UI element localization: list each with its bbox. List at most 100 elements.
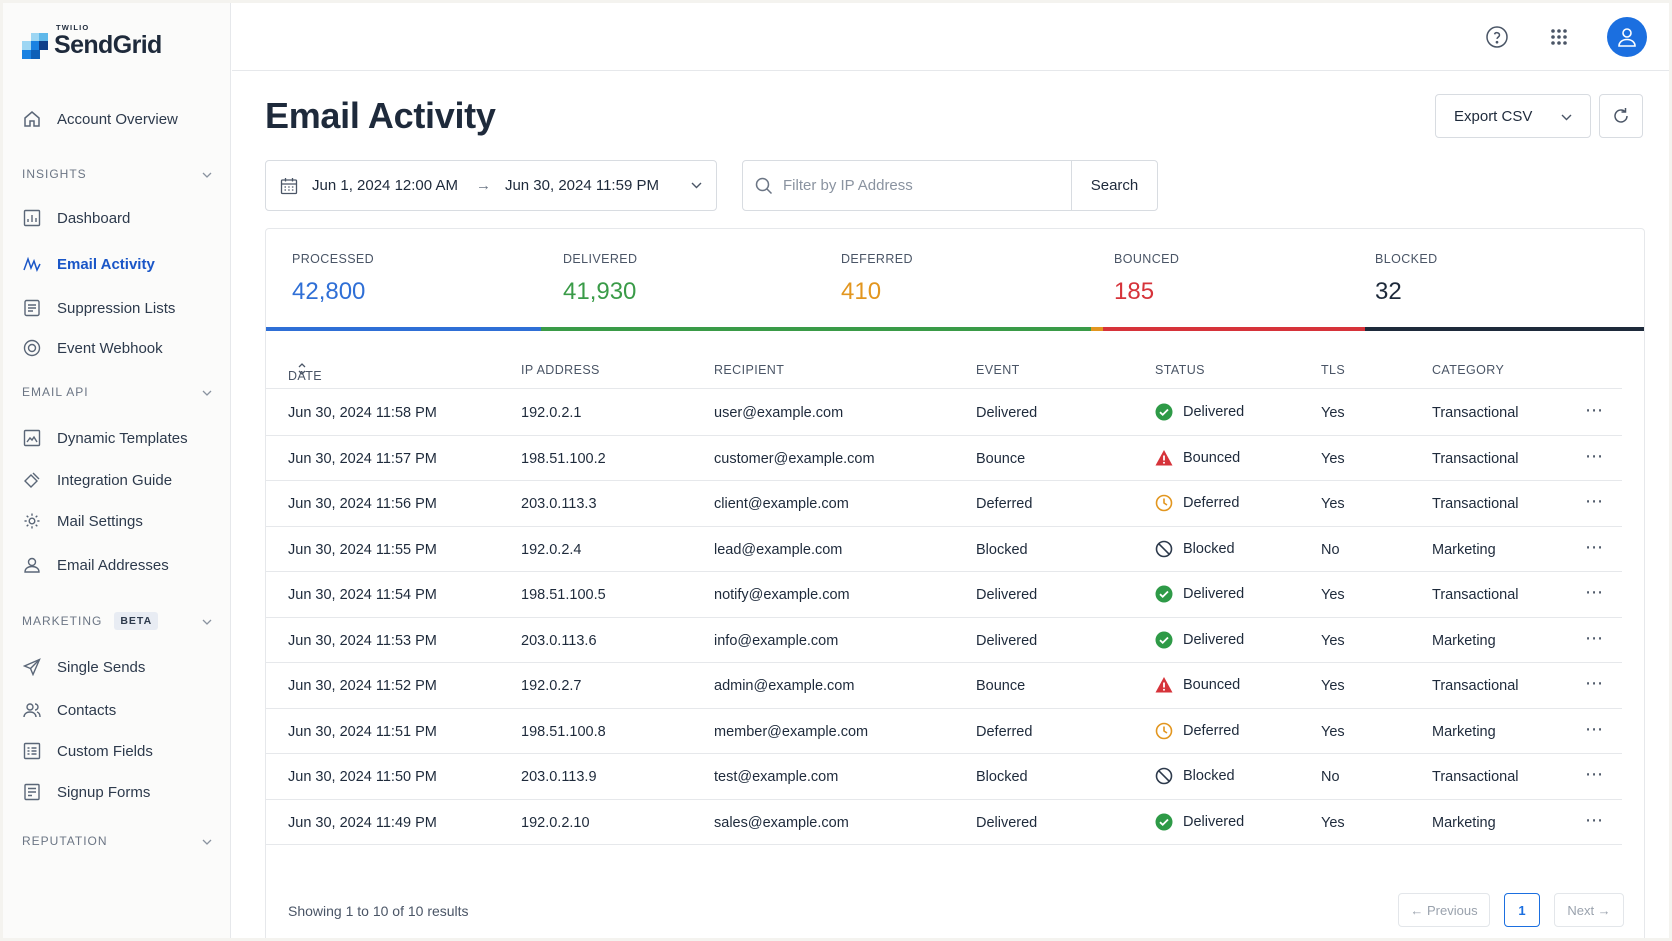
chevron-down-icon bbox=[202, 167, 212, 181]
sidebar-item-event-webhook[interactable]: Event Webhook bbox=[22, 336, 163, 360]
sidebar-item-custom-fields[interactable]: Custom Fields bbox=[22, 739, 153, 763]
row-actions-icon[interactable]: ⋯ bbox=[1585, 582, 1604, 602]
table-row[interactable]: Jun 30, 2024 11:55 PM 192.0.2.4 lead@examp… bbox=[266, 527, 1622, 572]
arrow-right-icon: → bbox=[475, 177, 491, 194]
stats-summary: PROCESSED 42,800 DELIVERED 41,930 DEFERR… bbox=[266, 229, 1644, 331]
section-email-api[interactable]: EMAIL API bbox=[22, 382, 212, 402]
search-button[interactable]: Search bbox=[1071, 161, 1157, 210]
sendgrid-logo[interactable]: TWILIO SendGrid bbox=[22, 23, 162, 59]
cell-recipient: client@example.com bbox=[714, 496, 849, 512]
top-bar bbox=[232, 3, 1669, 71]
table-row[interactable]: Jun 30, 2024 11:58 PM 192.0.2.1 user@examp… bbox=[266, 390, 1622, 436]
row-actions-icon[interactable]: ⋯ bbox=[1585, 718, 1604, 739]
column-ip-address: IP ADDRESS bbox=[521, 363, 600, 377]
cell-tls: Yes bbox=[1321, 632, 1345, 649]
status-label: Blocked bbox=[1183, 540, 1235, 557]
sidebar-item-suppression-lists[interactable]: Suppression Lists bbox=[22, 296, 175, 320]
blocked-icon bbox=[1155, 540, 1173, 557]
row-actions-icon[interactable]: ⋯ bbox=[1585, 491, 1604, 511]
export-csv-button[interactable]: Export CSV bbox=[1435, 94, 1591, 138]
table-row[interactable]: Jun 30, 2024 11:57 PM 198.51.100.2 custome… bbox=[266, 436, 1622, 481]
chevron-down-icon bbox=[202, 834, 212, 848]
cell-event: Blocked bbox=[976, 769, 1028, 785]
cell-event: Delivered bbox=[976, 405, 1038, 421]
status-label: Bounced bbox=[1183, 677, 1241, 693]
help-icon[interactable] bbox=[1485, 25, 1509, 49]
sidebar-item-email-activity[interactable]: Email Activity bbox=[22, 252, 155, 276]
user-avatar[interactable] bbox=[1607, 17, 1647, 57]
ip-filter-input[interactable] bbox=[783, 177, 1063, 194]
section-label: MARKETING bbox=[22, 614, 103, 628]
row-actions-icon[interactable]: ⋯ bbox=[1585, 445, 1604, 466]
row-actions-icon[interactable]: ⋯ bbox=[1585, 400, 1604, 420]
cell-tls: Yes bbox=[1321, 587, 1345, 603]
table-header: DATE IP ADDRESS RECIPIENT EVENT STATUS T… bbox=[266, 357, 1622, 389]
table-row[interactable]: Jun 30, 2024 11:49 PM 192.0.2.10 sales@exa… bbox=[266, 800, 1622, 845]
cell-date: Jun 30, 2024 11:56 PM bbox=[288, 496, 437, 512]
sidebar-item-signup-forms[interactable]: Signup Forms bbox=[22, 780, 150, 804]
cell-recipient: member@example.com bbox=[714, 723, 869, 740]
ip-filter-box: Search bbox=[742, 160, 1158, 211]
sidebar-item-integration-guide[interactable]: Integration Guide bbox=[22, 468, 172, 492]
warning-triangle-icon bbox=[1155, 677, 1173, 693]
table-row[interactable]: Jun 30, 2024 11:50 PM 203.0.113.9 test@exa… bbox=[266, 754, 1622, 800]
table-row[interactable]: Jun 30, 2024 11:53 PM 203.0.113.6 info@exa… bbox=[266, 618, 1622, 663]
row-actions-icon[interactable]: ⋯ bbox=[1585, 673, 1604, 693]
row-actions-icon[interactable]: ⋯ bbox=[1585, 809, 1604, 830]
page-button-current[interactable]: 1 bbox=[1504, 893, 1540, 927]
apps-grid-icon[interactable] bbox=[1547, 25, 1571, 49]
sidebar-item-contacts[interactable]: Contacts bbox=[22, 698, 116, 722]
sidebar-item-dashboard[interactable]: Dashboard bbox=[22, 206, 130, 230]
cell-date: Jun 30, 2024 11:53 PM bbox=[288, 632, 437, 649]
template-icon bbox=[22, 428, 42, 448]
sidebar-item-account-overview[interactable]: Account Overview bbox=[22, 107, 178, 131]
table-row[interactable]: Jun 30, 2024 11:52 PM 192.0.2.7 admin@exam… bbox=[266, 663, 1622, 709]
table-row[interactable]: Jun 30, 2024 11:51 PM 198.51.100.8 member@… bbox=[266, 709, 1622, 754]
sidebar-item-label: Suppression Lists bbox=[57, 299, 176, 317]
warning-triangle-icon bbox=[1155, 449, 1173, 465]
sidebar-item-label: Dynamic Templates bbox=[57, 429, 188, 447]
cell-recipient: test@example.com bbox=[714, 769, 839, 785]
refresh-button[interactable] bbox=[1599, 94, 1643, 138]
row-actions-icon[interactable]: ⋯ bbox=[1585, 536, 1604, 557]
status-label: Delivered bbox=[1183, 631, 1245, 648]
sidebar-item-single-sends[interactable]: Single Sends bbox=[22, 655, 145, 679]
stat-value: 41,930 bbox=[563, 278, 637, 305]
sidebar-item-label: Account Overview bbox=[57, 110, 178, 128]
column-label: DATE bbox=[288, 369, 323, 383]
stat-bar-processed bbox=[266, 327, 541, 331]
chevron-down-icon bbox=[202, 614, 212, 628]
section-marketing[interactable]: MARKETING BETA bbox=[22, 611, 212, 631]
cell-event: Bounce bbox=[976, 678, 1026, 694]
date-range-picker[interactable]: Jun 1, 2024 12:00 AM → Jun 30, 2024 11:5… bbox=[265, 160, 717, 211]
user-avatar-icon bbox=[1618, 28, 1636, 47]
previous-page-button[interactable]: ← Previous bbox=[1398, 893, 1490, 927]
sidebar-item-mail-settings[interactable]: Mail Settings bbox=[22, 509, 143, 533]
sidebar-item-dynamic-templates[interactable]: Dynamic Templates bbox=[22, 426, 188, 450]
row-actions-icon[interactable]: ⋯ bbox=[1585, 764, 1604, 784]
table-row[interactable]: Jun 30, 2024 11:56 PM 203.0.113.3 client@e… bbox=[266, 481, 1622, 527]
cell-event: Deferred bbox=[976, 496, 1033, 512]
sidebar-item-label: Single Sends bbox=[57, 658, 146, 676]
section-reputation[interactable]: REPUTATION bbox=[22, 831, 212, 851]
cell-tls: Yes bbox=[1321, 723, 1345, 740]
cell-status: Bounced bbox=[1155, 449, 1240, 467]
cell-status: Blocked bbox=[1155, 540, 1235, 558]
sidebar-item-label: Event Webhook bbox=[57, 339, 163, 357]
table-row[interactable]: Jun 30, 2024 11:54 PM 198.51.100.5 notify@… bbox=[266, 572, 1622, 618]
cell-ip-address: 203.0.113.6 bbox=[521, 632, 597, 649]
cell-status: Delivered bbox=[1155, 403, 1244, 421]
chevron-down-icon bbox=[202, 385, 212, 399]
section-insights[interactable]: INSIGHTS bbox=[22, 164, 212, 184]
beta-badge: BETA bbox=[114, 612, 159, 630]
sidebar-item-email-addresses[interactable]: Email Addresses bbox=[22, 553, 169, 577]
column-date[interactable]: DATE bbox=[288, 363, 322, 383]
stat-bar-bounced bbox=[1103, 327, 1365, 331]
date-start: Jun 1, 2024 12:00 AM bbox=[312, 177, 458, 194]
cell-recipient: customer@example.com bbox=[714, 450, 875, 467]
next-page-button[interactable]: Next → bbox=[1554, 893, 1624, 927]
cell-ip-address: 203.0.113.3 bbox=[521, 496, 597, 512]
stat-deferred: DEFERRED 410 bbox=[841, 252, 913, 306]
row-actions-icon[interactable]: ⋯ bbox=[1585, 627, 1604, 648]
activity-card: PROCESSED 42,800 DELIVERED 41,930 DEFERR… bbox=[265, 228, 1645, 938]
